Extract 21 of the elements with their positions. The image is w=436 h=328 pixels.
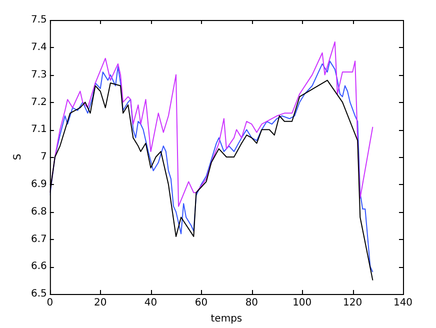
- x-tick-label: 100: [292, 298, 312, 309]
- x-axis-title: temps: [210, 314, 242, 325]
- y-tick-label: 6.7: [30, 234, 47, 245]
- y-tick-label: 6.5: [30, 288, 47, 300]
- x-tick-label: 20: [94, 298, 107, 309]
- y-tick-label: 7.5: [30, 14, 47, 26]
- y-tick-label: 7.2: [30, 96, 47, 108]
- x-tick-label: 40: [144, 298, 158, 309]
- x-tick-label: 60: [194, 298, 208, 309]
- y-tick-label: 7: [40, 152, 47, 163]
- x-tick-label: 120: [343, 298, 362, 309]
- y-tick-label: 6.6: [30, 261, 47, 272]
- x-tick-label: 0: [46, 298, 54, 309]
- y-tick-label: 6.9: [30, 178, 47, 190]
- y-tick-label: 7.3: [30, 69, 47, 80]
- y-axis-title: S: [12, 154, 24, 160]
- x-tick-label: 80: [245, 298, 258, 309]
- y-tick-label: 7.1: [30, 124, 47, 136]
- y-tick-label: 6.8: [30, 206, 47, 218]
- x-tick-label: 140: [393, 298, 413, 309]
- y-tick-label: 7.4: [30, 42, 47, 53]
